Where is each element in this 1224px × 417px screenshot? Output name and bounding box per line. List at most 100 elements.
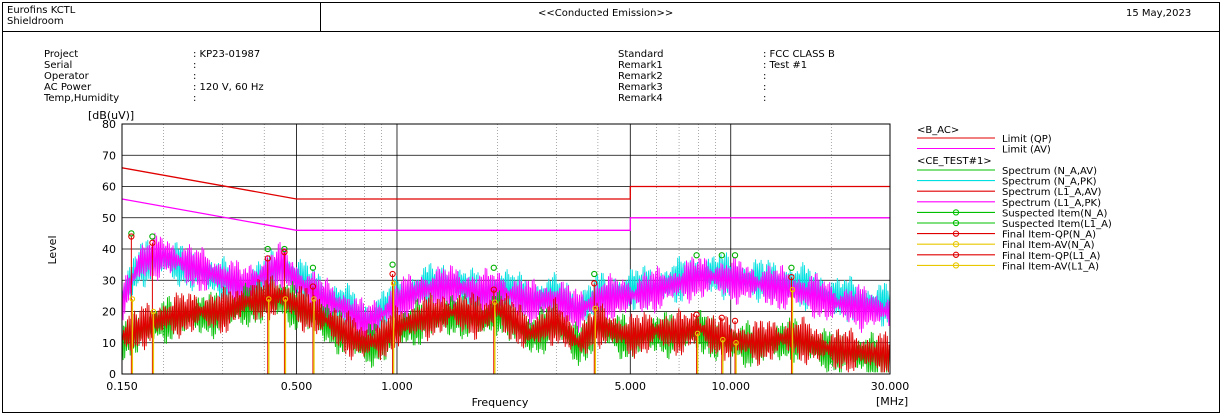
legend-label: Suspected Item(L1_A)	[1002, 219, 1112, 230]
info-value: : Test #1	[763, 60, 808, 71]
y-tick-label: 40	[102, 243, 116, 256]
x-tick-label: 30.000	[871, 380, 910, 393]
legend-marker	[952, 209, 960, 216]
info-label: Temp,Humidity	[44, 93, 120, 104]
y-axis-unit: [dB(uV)]	[88, 109, 134, 122]
y-axis-title: Level	[46, 235, 59, 264]
legend-label: Final Item-QP(L1_A)	[1002, 251, 1101, 262]
legend-marker	[952, 262, 960, 269]
legend-label: Spectrum (N_A,AV)	[1002, 166, 1097, 177]
legend-label: Spectrum (L1_A,AV)	[1002, 187, 1102, 198]
suspected-item-marker	[693, 252, 700, 259]
x-axis-unit: [MHz]	[876, 395, 908, 408]
info-value: :	[763, 82, 767, 93]
limit-line	[121, 167, 890, 200]
legend-label: Final Item-AV(L1_A)	[1002, 261, 1099, 272]
legend-marker	[952, 230, 960, 237]
report-date: 15 May,2023	[1126, 8, 1192, 19]
final-av-marker	[311, 296, 317, 302]
legend-group-title: <B_AC>	[917, 125, 959, 136]
legend-label: Final Item-AV(N_A)	[1002, 240, 1095, 251]
final-qp-marker	[591, 280, 598, 287]
final-av-marker	[150, 308, 157, 315]
final-qp-marker	[718, 314, 725, 321]
x-tick-label: 5.000	[615, 380, 647, 393]
final-qp-marker	[309, 283, 317, 290]
limit-line	[121, 198, 890, 231]
x-tick-label: 10.000	[712, 380, 751, 393]
final-av-marker	[694, 330, 701, 337]
final-av-marker	[592, 305, 599, 312]
final-qp-marker	[788, 273, 795, 281]
final-av-marker	[720, 336, 726, 343]
chart-legend: <B_AC> <CE_TEST#1> Limit (QP)Limit (AV) Spe…	[917, 125, 1112, 272]
header-divider	[2, 31, 1220, 32]
suspected-item-marker	[718, 252, 725, 259]
legend-label: Limit (QP)	[1002, 134, 1052, 145]
info-label: Remark1	[618, 60, 663, 71]
info-label: Serial	[44, 60, 73, 71]
info-value: : 120 V, 60 Hz	[193, 82, 264, 93]
suspected-item-marker	[309, 264, 317, 271]
legend-label: Limit (AV)	[1002, 145, 1051, 156]
final-item-stems	[130, 236, 794, 374]
legend-marker	[952, 241, 960, 248]
suspected-item-marker	[264, 245, 271, 253]
info-value: : KP23-01987	[193, 49, 261, 60]
final-qp-marker	[731, 317, 739, 325]
info-label: Remark2	[618, 71, 663, 82]
suspected-item-marker	[731, 252, 739, 259]
legend-marker	[952, 219, 960, 227]
info-value: :	[763, 93, 767, 104]
final-av-marker	[492, 299, 498, 305]
y-tick-label: 30	[102, 274, 116, 287]
x-tick-label: 1.000	[381, 380, 413, 393]
info-value: :	[193, 93, 197, 104]
legend-label: Suspected Item(N_A)	[1002, 208, 1107, 219]
info-label: AC Power	[44, 82, 92, 93]
final-qp-marker	[490, 286, 497, 293]
info-label: Remark4	[618, 93, 663, 104]
final-qp-marker	[281, 248, 288, 256]
item-markers	[128, 230, 796, 346]
x-tick-label: 0.150	[106, 380, 138, 393]
final-av-marker	[282, 296, 289, 302]
x-tick-label: 0.500	[281, 380, 313, 393]
info-value: :	[193, 60, 197, 71]
spectrum-traces	[121, 232, 891, 373]
report-title: <<Conducted Emission>>	[538, 8, 674, 19]
y-tick-label: 20	[102, 306, 116, 319]
suspected-item-marker	[149, 233, 156, 240]
y-tick-label: 50	[102, 212, 116, 225]
limit-lines	[121, 167, 890, 231]
spectrum-trace	[121, 275, 891, 373]
plot-frame	[121, 123, 891, 375]
info-value: : FCC CLASS B	[763, 49, 835, 60]
x-axis-title: Frequency	[472, 396, 529, 409]
y-tick-label: 80	[102, 118, 116, 131]
info-label: Project	[44, 49, 79, 60]
y-tick-label: 10	[102, 337, 116, 350]
chart-axes: 0 10 20 30 40 50 60 70 80 0.150 0.500 1.000 5.000 10.…	[46, 109, 909, 409]
final-qp-marker	[149, 239, 156, 246]
info-label: Standard	[618, 49, 664, 60]
final-qp-marker	[264, 255, 271, 262]
lab-name: Eurofins KCTL	[7, 5, 76, 16]
legend-marker	[952, 251, 960, 258]
legend-label: Spectrum (N_A,PK)	[1002, 177, 1097, 188]
suspected-item-marker	[788, 264, 795, 271]
legend-label: Spectrum (L1_A,PK)	[1002, 198, 1101, 209]
y-tick-label: 70	[102, 149, 116, 162]
info-label: Operator	[44, 71, 89, 82]
suspected-item-marker	[389, 261, 396, 268]
info-value: :	[763, 71, 767, 82]
suspected-item-marker	[281, 245, 288, 253]
final-av-marker	[266, 296, 272, 302]
y-tick-label: 0	[109, 368, 116, 381]
lab-room: Shieldroom	[7, 16, 64, 27]
final-av-marker	[733, 339, 739, 346]
suspected-item-marker	[490, 264, 497, 271]
final-qp-marker	[128, 233, 135, 240]
